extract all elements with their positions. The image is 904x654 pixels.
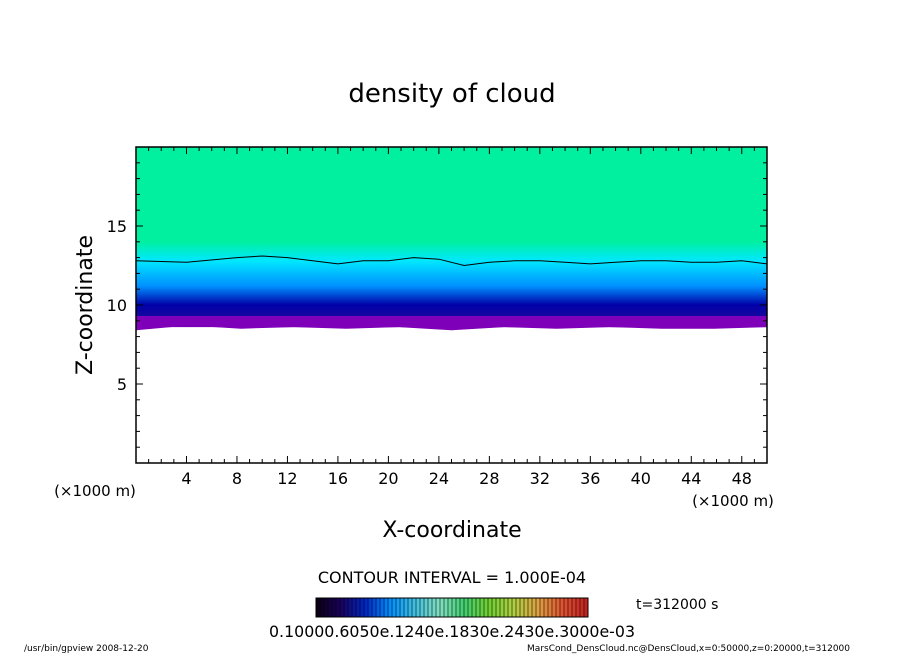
x-tick-label: 36 xyxy=(580,469,600,488)
x-units-right: (×1000 m) xyxy=(692,492,774,510)
x-tick-label: 48 xyxy=(732,469,752,488)
y-tick-label: 10 xyxy=(107,296,127,315)
x-tick-label: 16 xyxy=(328,469,348,488)
cloud-base-band xyxy=(136,316,767,331)
x-tick-label: 12 xyxy=(277,469,297,488)
y-tick-label: 15 xyxy=(107,217,127,236)
footer-right: MarsCond_DensCloud.nc@DensCloud,x=0:5000… xyxy=(527,644,850,654)
contour-line xyxy=(136,255,767,267)
x-tick-label: 8 xyxy=(232,469,242,488)
y-tick-label: 5 xyxy=(117,375,127,394)
x-units-left: (×1000 m) xyxy=(54,482,136,500)
colorbar-labels: 0.10000.6050e.1240e.1830e.2430e.3000e-03 xyxy=(269,622,635,641)
x-tick-label: 32 xyxy=(530,469,550,488)
x-tick-label: 24 xyxy=(429,469,449,488)
colorbar-stripes xyxy=(319,598,585,617)
contour-interval: CONTOUR INTERVAL = 1.000E-04 xyxy=(318,568,586,587)
x-axis-label: X-coordinate xyxy=(382,518,521,543)
chart-title: density of cloud xyxy=(348,79,555,109)
x-tick-label: 20 xyxy=(378,469,398,488)
x-tick-label: 4 xyxy=(181,469,191,488)
x-tick-label: 40 xyxy=(631,469,651,488)
y-axis-ticks: 5 10 15 xyxy=(107,162,767,448)
cloud-density-field xyxy=(136,147,767,328)
y-axis-label: Z-coordinate xyxy=(73,235,98,375)
time-label: t=312000 s xyxy=(636,597,718,613)
footer-left: /usr/bin/gpview 2008-12-20 xyxy=(24,644,149,654)
x-tick-label: 44 xyxy=(681,469,701,488)
colorbar xyxy=(315,597,589,618)
x-axis-ticks: 4 8 12 16 20 24 28 32 36 40 44 48 xyxy=(148,147,755,488)
x-tick-label: 28 xyxy=(479,469,499,488)
